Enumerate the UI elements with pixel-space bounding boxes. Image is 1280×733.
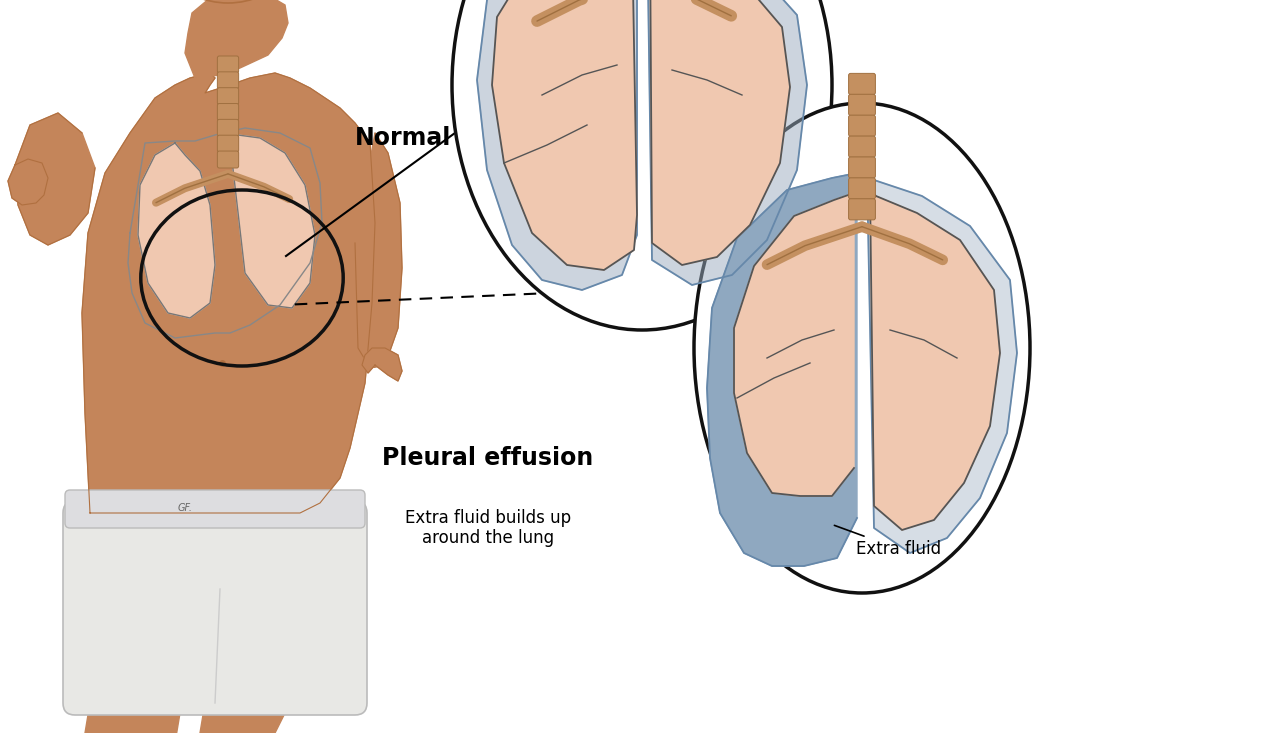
Text: Normal: Normal	[355, 126, 452, 150]
FancyBboxPatch shape	[849, 136, 876, 157]
FancyBboxPatch shape	[218, 88, 238, 105]
FancyBboxPatch shape	[218, 151, 238, 168]
Polygon shape	[230, 135, 315, 308]
Polygon shape	[8, 159, 49, 205]
Polygon shape	[477, 0, 637, 290]
FancyBboxPatch shape	[849, 178, 876, 199]
Polygon shape	[650, 0, 790, 265]
Text: Extra fluid: Extra fluid	[835, 526, 942, 558]
FancyBboxPatch shape	[218, 72, 238, 89]
Polygon shape	[646, 0, 806, 285]
Ellipse shape	[138, 0, 317, 3]
FancyBboxPatch shape	[849, 157, 876, 178]
Polygon shape	[867, 173, 1018, 553]
FancyBboxPatch shape	[218, 56, 238, 73]
Ellipse shape	[694, 103, 1030, 593]
FancyBboxPatch shape	[218, 119, 238, 136]
Polygon shape	[733, 193, 854, 496]
FancyBboxPatch shape	[849, 95, 876, 115]
Ellipse shape	[452, 0, 832, 330]
Text: GF.: GF.	[178, 503, 193, 513]
Polygon shape	[870, 190, 1000, 530]
FancyBboxPatch shape	[63, 501, 367, 715]
FancyBboxPatch shape	[849, 115, 876, 136]
Polygon shape	[84, 703, 186, 733]
Polygon shape	[15, 113, 95, 245]
Polygon shape	[355, 133, 402, 368]
FancyBboxPatch shape	[849, 199, 876, 220]
FancyBboxPatch shape	[218, 103, 238, 120]
Polygon shape	[186, 0, 288, 78]
FancyBboxPatch shape	[849, 73, 876, 95]
FancyBboxPatch shape	[218, 135, 238, 152]
Polygon shape	[492, 0, 637, 270]
FancyBboxPatch shape	[65, 490, 365, 528]
Polygon shape	[138, 143, 215, 318]
Polygon shape	[200, 703, 300, 733]
Polygon shape	[707, 173, 858, 566]
Polygon shape	[362, 348, 402, 381]
Text: Extra fluid builds up
around the lung: Extra fluid builds up around the lung	[404, 509, 571, 548]
Text: Pleural effusion: Pleural effusion	[383, 446, 594, 470]
Polygon shape	[82, 73, 375, 513]
